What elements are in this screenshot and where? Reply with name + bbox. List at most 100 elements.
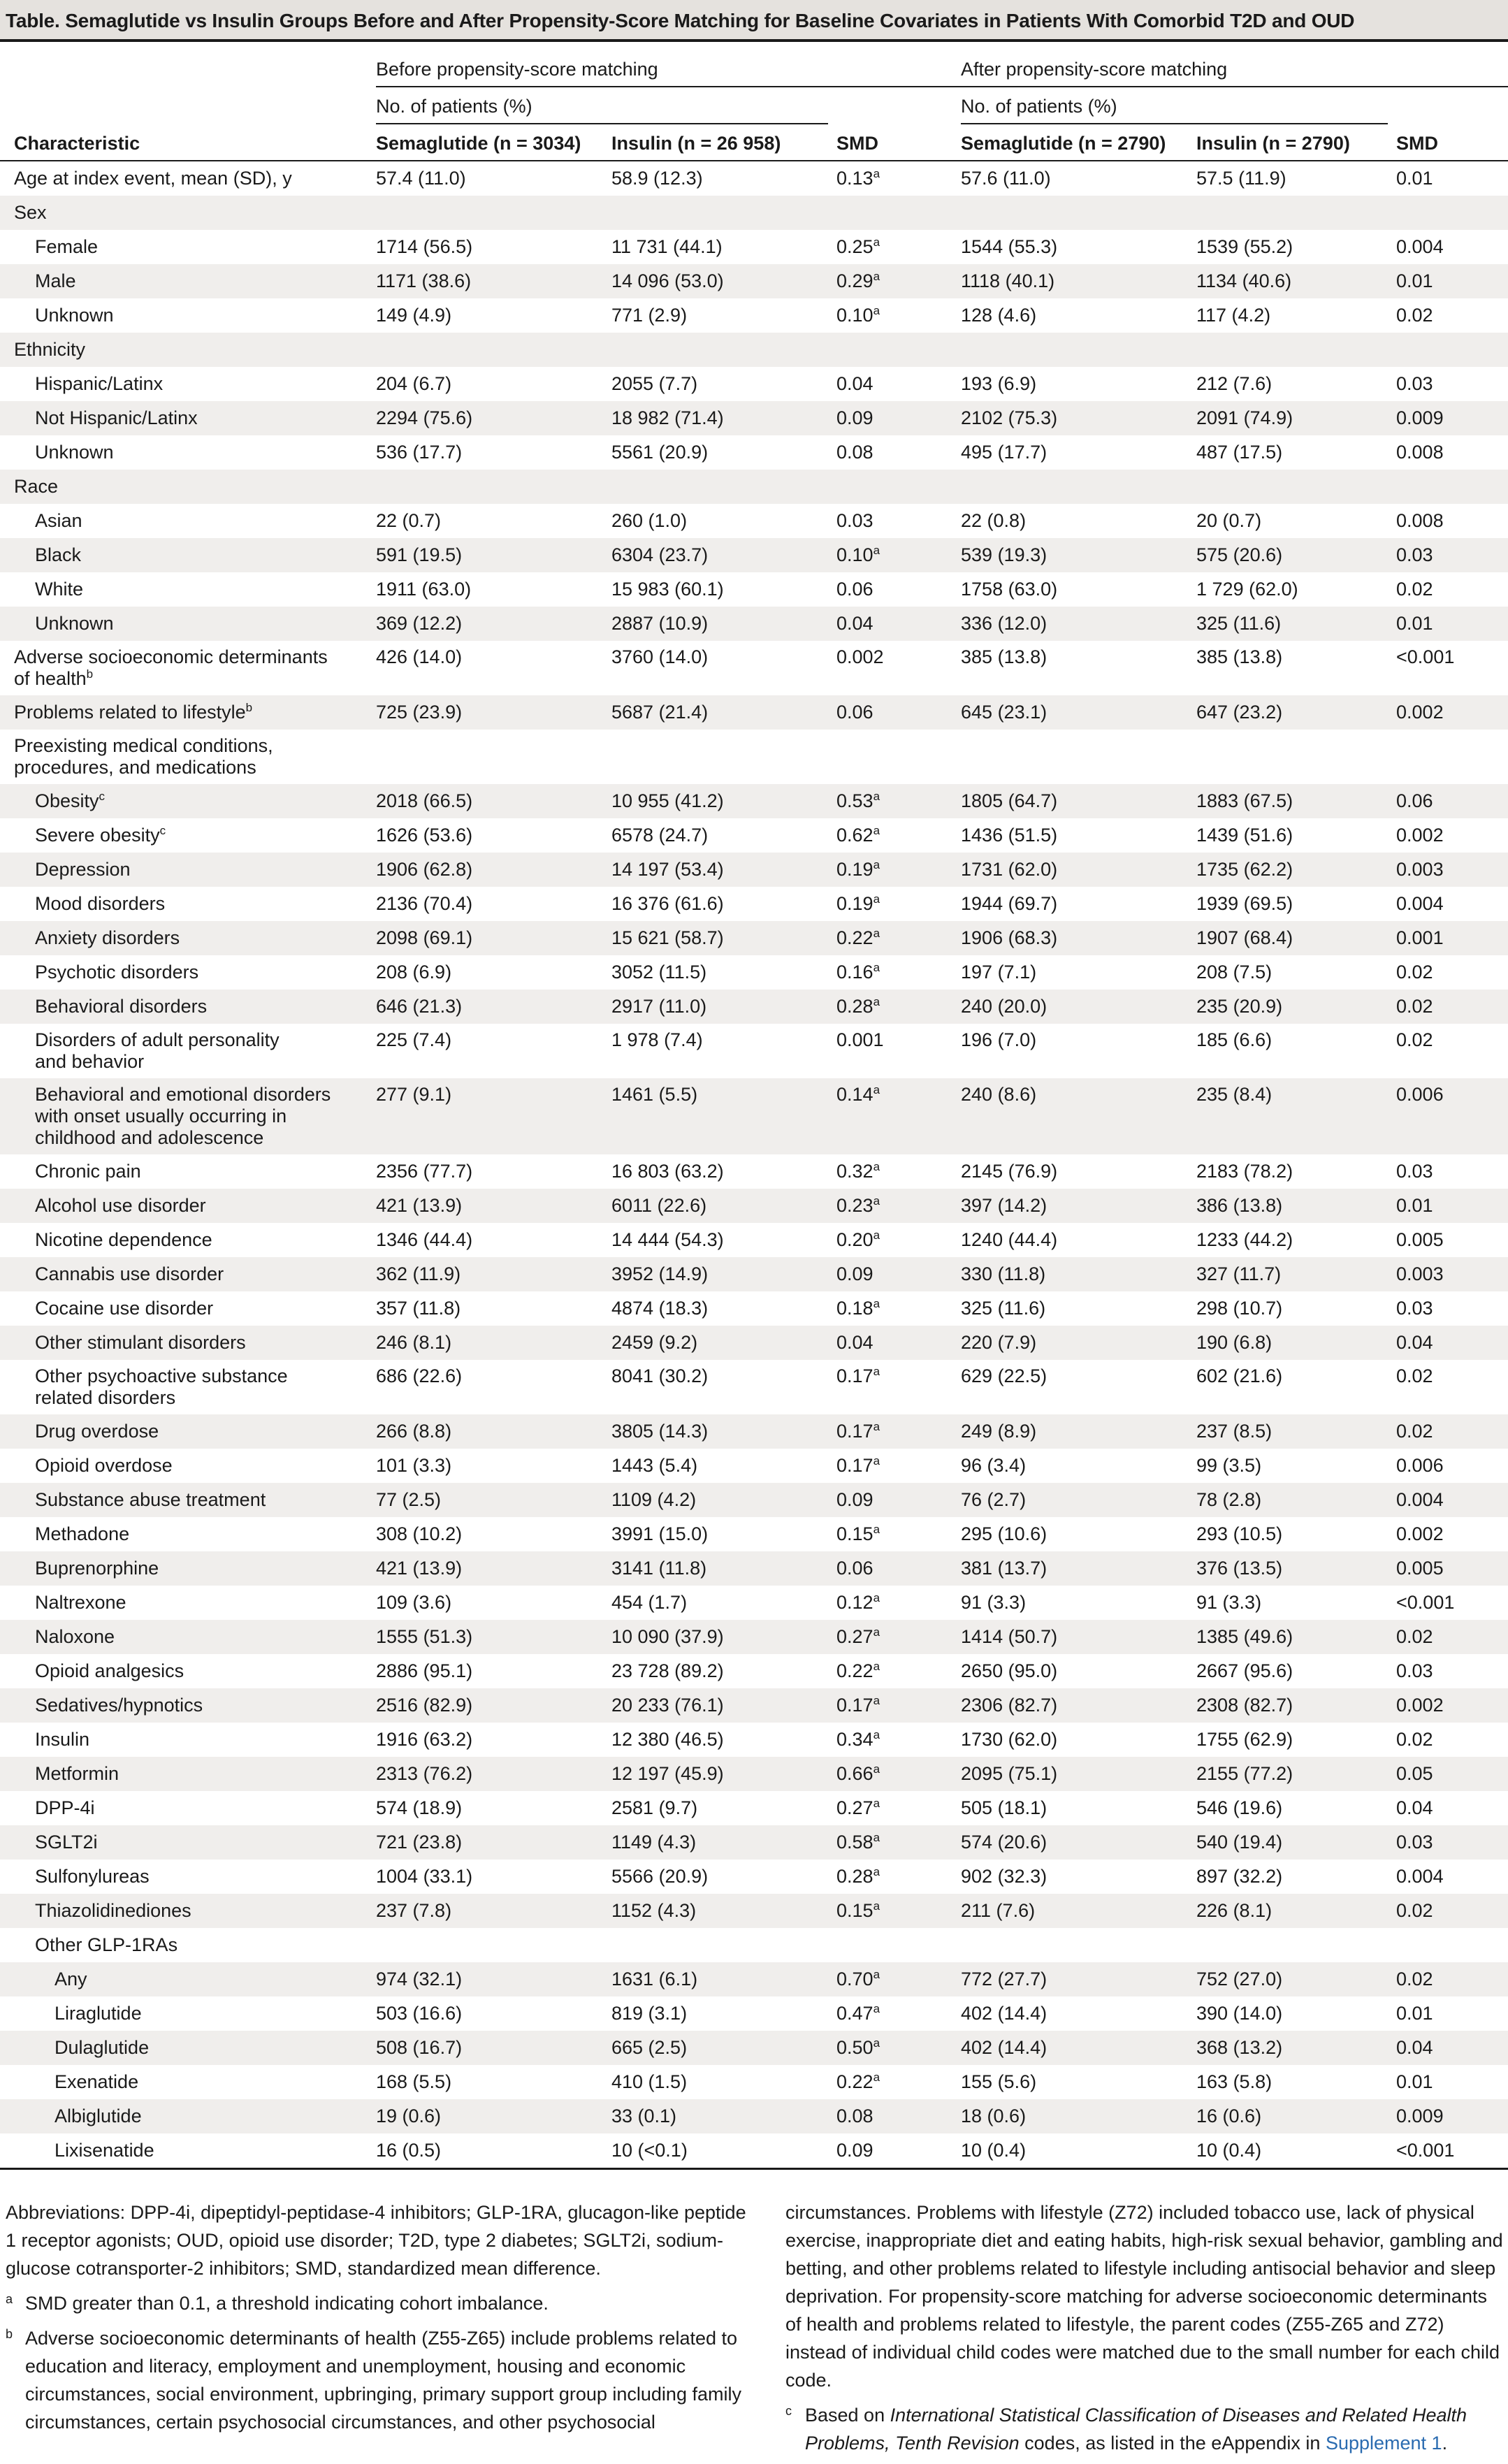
row-label: Cannabis use disorder [0, 1257, 376, 1291]
cell-semaglutide-before: 266 (8.8) [376, 1414, 611, 1449]
cell-semaglutide-before: 503 (16.6) [376, 2003, 463, 2024]
cell-insulin-before: 2887 (10.9) [611, 607, 836, 641]
cell-semaglutide-after: 1414 (50.7) [961, 1620, 1197, 1654]
cell-insulin-after: 752 (27.0) [1196, 1962, 1397, 1996]
cell-insulin-after: 546 (19.6) [1196, 1797, 1283, 1818]
cell-smd-before: 0.17a [836, 1365, 880, 1386]
footnote-marker: a [873, 995, 880, 1008]
row-label: Unknown [0, 435, 376, 470]
cell-smd-after: 0.004 [1396, 1866, 1444, 1887]
table-row: Naloxone 1555 (51.3) 10 090 (37.9) 0.27a 141… [0, 1620, 1508, 1654]
row-label: Mood disorders [0, 887, 376, 921]
cell-semaglutide-after [961, 333, 1197, 367]
row-label-line: Race [14, 476, 59, 497]
footnote-b-mark: b [6, 2327, 13, 2341]
row-label-line: Naloxone [35, 1626, 115, 1647]
cell-insulin-before: 3805 (14.3) [611, 1414, 836, 1449]
row-label: Preexisting medical conditions, procedure… [0, 730, 376, 784]
cell-smd-after: 0.02 [1396, 1729, 1433, 1750]
row-label-line: Cocaine use disorder [35, 1298, 214, 1319]
footnote-c-mark: c [785, 2404, 792, 2418]
cell-smd-before: 0.66a [836, 1757, 962, 1791]
cell-insulin-after: 20 (0.7) [1196, 510, 1262, 531]
cell-insulin-before: 12 197 (45.9) [611, 1757, 836, 1791]
cell-semaglutide-before: 57.4 (11.0) [376, 168, 466, 189]
row-label-line: Liraglutide [55, 2003, 142, 2024]
row-label: Drug overdose [0, 1414, 376, 1449]
cell-insulin-after: 57.5 (11.9) [1196, 168, 1286, 189]
cell-smd-before: 0.34a [836, 1728, 880, 1750]
cell-semaglutide-after: 240 (8.6) [961, 1078, 1197, 1154]
footnote-marker: a [873, 858, 880, 871]
row-label-line: childhood and adolescence [35, 1127, 264, 1148]
cell-semaglutide-before: 2516 (82.9) [376, 1688, 611, 1723]
cell-smd-before: 0.002 [836, 646, 884, 667]
cell-smd-before: 0.09 [836, 1483, 962, 1517]
cell-smd-after: 0.008 [1396, 510, 1444, 531]
table-row: Mood disorders 2136 (70.4) 16 376 (61.6) 0.… [0, 887, 1508, 921]
cell-smd-before: 0.27a [836, 1797, 880, 1818]
cell-smd-after: 0.01 [1396, 2003, 1433, 2024]
table-row: Opioid overdose 101 (3.3) 1443 (5.4) 0.17a 9… [0, 1449, 1508, 1483]
cell-semaglutide-after: 10 (0.4) [961, 2140, 1027, 2161]
table-row: Lixisenatide 16 (0.5) 10 (<0.1) 0.09 10 (0.4… [0, 2133, 1508, 2168]
cell-insulin-before: 8041 (30.2) [611, 1365, 709, 1386]
row-label: Other GLP-1RAs [0, 1928, 376, 1962]
cell-smd-before: 0.18a [836, 1297, 880, 1319]
row-label: Insulin [0, 1723, 376, 1757]
cell-smd-before: 0.001 [836, 1029, 884, 1050]
header-semaglutide-before: Semaglutide (n = 3034) [376, 127, 611, 161]
cell-smd-before [836, 196, 962, 230]
cell-insulin-after: 16 (0.6) [1196, 2099, 1397, 2133]
row-label-line: Nicotine dependence [35, 1229, 212, 1250]
cell-semaglutide-after: 193 (6.9) [961, 373, 1037, 394]
cell-insulin-before: 410 (1.5) [611, 2071, 688, 2092]
cell-semaglutide-after: 629 (22.5) [961, 1365, 1047, 1386]
cell-insulin-before: 3141 (11.8) [611, 1551, 836, 1586]
cell-smd-after: 0.02 [1396, 962, 1433, 983]
row-label: Alcohol use disorder [0, 1189, 376, 1223]
supplement-link[interactable]: Supplement 1 [1325, 2433, 1442, 2454]
footnote-c-mid: codes, as listed in the eAppendix in [1019, 2433, 1326, 2454]
cell-insulin-before: 23 728 (89.2) [611, 1660, 724, 1681]
cell-semaglutide-after: 1944 (69.7) [961, 893, 1058, 914]
cell-smd-before: 0.17a [836, 1688, 962, 1723]
footnote-marker: a [873, 1728, 880, 1741]
row-label-line: procedures, and medications [14, 757, 256, 778]
cell-semaglutide-before: 2136 (70.4) [376, 893, 473, 914]
cell-insulin-before: 2055 (7.7) [611, 373, 698, 394]
cell-semaglutide-before: 2886 (95.1) [376, 1660, 473, 1681]
row-label-line: Behavioral disorders [35, 996, 208, 1017]
cell-smd-after: 0.02 [1396, 990, 1508, 1024]
cell-smd-before: 0.22a [836, 1660, 880, 1681]
footnote-c: c Based on International Statistical Clas… [785, 2401, 1505, 2457]
cell-smd-after: 0.04 [1396, 1326, 1508, 1360]
cell-insulin-before: 819 (3.1) [611, 2003, 688, 2024]
row-label: Albiglutide [0, 2099, 376, 2133]
cell-semaglutide-before: 1714 (56.5) [376, 236, 473, 257]
header-smd-after: SMD [1396, 127, 1508, 161]
row-label: Not Hispanic/Latinx [0, 401, 376, 435]
cell-semaglutide-before: 77 (2.5) [376, 1483, 611, 1517]
cell-smd-before: 0.04 [836, 373, 873, 394]
cell-insulin-after: 897 (32.2) [1196, 1866, 1283, 1887]
cell-insulin-before: 3052 (11.5) [611, 962, 707, 983]
cell-insulin-after: 2091 (74.9) [1196, 401, 1397, 435]
cell-insulin-before: 58.9 (12.3) [611, 168, 703, 189]
row-label: Methadone [0, 1517, 376, 1551]
footnote-a: a SMD greater than 0.1, a threshold indic… [6, 2289, 746, 2317]
cell-insulin-before: 6011 (22.6) [611, 1189, 836, 1223]
footnote-marker: a [873, 1762, 880, 1776]
cell-semaglutide-before: 308 (10.2) [376, 1523, 463, 1544]
cell-smd-after: 0.006 [1396, 1078, 1508, 1154]
cell-insulin-after: 2183 (78.2) [1196, 1161, 1293, 1182]
cell-semaglutide-before: 721 (23.8) [376, 1825, 611, 1860]
cell-smd-before: 0.53a [836, 784, 962, 818]
table-row: Naltrexone 109 (3.6) 454 (1.7) 0.12a 91 (3.3… [0, 1586, 1508, 1620]
footnote-marker: a [873, 1160, 880, 1173]
row-label-line: Psychotic disorders [35, 962, 199, 983]
row-label-line: Problems related to lifestyleb [14, 701, 253, 723]
footnote-marker: a [873, 1420, 880, 1433]
cell-insulin-after: 2667 (95.6) [1196, 1660, 1293, 1681]
cell-insulin-after: 163 (5.8) [1196, 2071, 1273, 2092]
